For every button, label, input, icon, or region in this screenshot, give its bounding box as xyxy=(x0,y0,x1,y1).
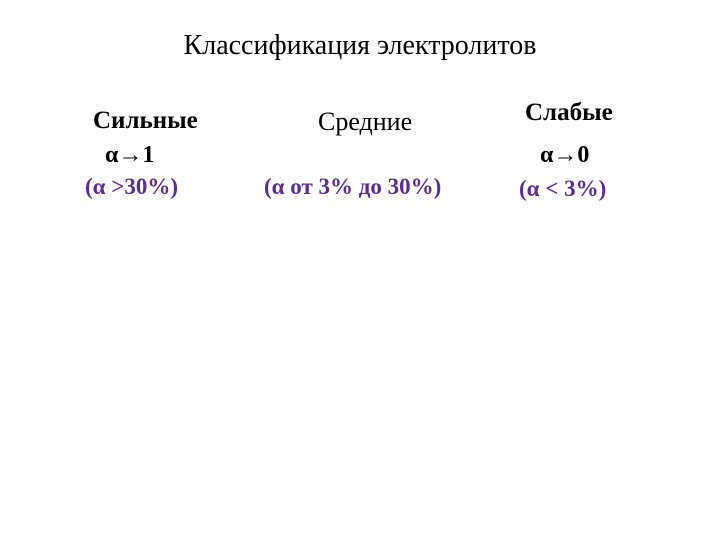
range-weak: (α < 3%) xyxy=(519,176,606,202)
page-title: Классификация электролитов xyxy=(184,30,537,62)
range-medium: (α от 3% до 30%) xyxy=(264,174,441,200)
header-medium: Средние xyxy=(318,107,412,137)
alpha-weak: α→0 xyxy=(540,142,589,169)
column-strong: Сильные xyxy=(93,107,198,135)
alpha-strong: α→1 xyxy=(105,142,154,169)
header-strong: Сильные xyxy=(93,107,198,135)
column-weak: Слабые xyxy=(525,99,613,127)
column-medium: Средние xyxy=(318,107,412,137)
header-weak: Слабые xyxy=(525,99,613,127)
range-strong: (α >30%) xyxy=(85,174,178,200)
